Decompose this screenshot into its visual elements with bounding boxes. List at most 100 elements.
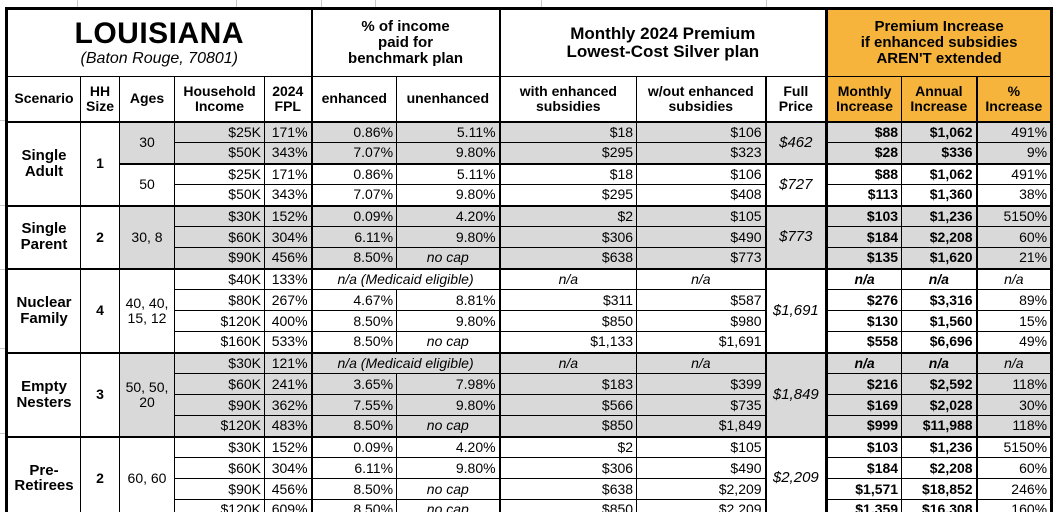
cell-full-price: $1,691 [764, 267, 828, 353]
cell-annual-increase: n/a [901, 351, 978, 374]
cell-monthly-increase: $1,359 [825, 499, 903, 512]
cell-annual-increase: $1,620 [901, 247, 978, 269]
cell-enhanced: 8.50% [310, 499, 398, 512]
gridline-tick [0, 269, 5, 270]
table-row: $80K 267% 4.67% 8.81% $311 $587 $276 $3,… [7, 289, 1053, 311]
table-row: $120K 483% 8.50% no cap $850 $1,849 $999… [7, 415, 1053, 437]
cell-fpl: 171% [263, 121, 313, 143]
cell-enhanced: 7.07% [310, 142, 398, 164]
cell-fpl: 456% [263, 247, 313, 269]
cell-wout-subsidies: $106 [636, 162, 767, 185]
cell-pct-increase: 491% [975, 121, 1053, 143]
cell-pct-increase: 160% [975, 499, 1053, 512]
cell-annual-increase: $336 [901, 142, 978, 164]
cell-with-subsidies: $2 [498, 204, 638, 227]
cell-wout-subsidies: $2,209 [636, 478, 767, 500]
cell-annual-increase: $2,208 [901, 226, 978, 248]
cell-scenario: Pre- Retirees [6, 435, 81, 512]
cell-wout-subsidies: $399 [636, 373, 767, 395]
cell-enhanced: 6.11% [310, 457, 398, 479]
cell-enhanced: 4.67% [310, 289, 398, 311]
table-row: Pre- Retirees 2 60, 60 $30K 152% 0.09% 4… [6, 435, 1053, 512]
col-header-annual-increase: Annual Increase [901, 76, 978, 123]
cell-hh-size: 2 [80, 204, 120, 269]
cell-enhanced: 8.50% [310, 310, 398, 332]
cell-enhanced: 8.50% [310, 415, 398, 437]
col-header-ages: Ages [119, 76, 175, 123]
cell-unenhanced: no cap [396, 499, 501, 512]
cell-fpl: 121% [263, 351, 313, 374]
cell-fpl: 304% [263, 226, 313, 248]
cell-unenhanced: 9.80% [396, 184, 501, 206]
table-row: Single Parent 2 30, 8 $30K 152% 0.09% 4.… [6, 204, 1053, 269]
cell-income: $60K [174, 373, 265, 395]
table-row: Nuclear Family 4 40, 40, 15, 12 $40K 133… [6, 267, 1053, 353]
gridline-tick [0, 120, 5, 121]
cell-income: $80K [174, 289, 265, 311]
cell-fpl: 609% [263, 499, 313, 512]
cell-ages: 50, 50, 20 [119, 351, 175, 437]
cell-annual-increase: $1,360 [901, 184, 978, 206]
cell-fpl: 483% [263, 415, 313, 437]
cell-fpl: 304% [263, 457, 313, 479]
cell-with-subsidies: $295 [498, 142, 638, 164]
col-header-full-price: Full Price [764, 76, 828, 123]
cell-monthly-increase: $135 [825, 247, 903, 269]
cell-enhanced: 8.50% [310, 331, 398, 353]
cell-unenhanced: no cap [396, 478, 501, 500]
cell-monthly-increase: $184 [825, 457, 903, 479]
table-row: Empty Nesters 3 50, 50, 20 $30K 121% n/a… [6, 351, 1053, 437]
gridline-tick [541, 0, 542, 7]
cell-medicaid-note: n/a (Medicaid eligible) [310, 267, 501, 290]
gridline-tick [321, 0, 322, 7]
table-row: $120K 609% 8.50% no cap $850 $2,209 $1,3… [7, 499, 1053, 512]
cell-full-price: $2,209 [764, 435, 828, 512]
cell-with-subsidies: $2 [498, 435, 638, 458]
cell-scenario: Single Parent [6, 204, 81, 269]
cell-wout-subsidies: $980 [636, 310, 767, 332]
cell-wout-subsidies: n/a [636, 351, 767, 374]
cell-monthly-increase: $276 [825, 289, 903, 311]
cell-annual-increase: $16,308 [901, 499, 978, 512]
cell-enhanced: 7.07% [310, 184, 398, 206]
cell-income: $30K [174, 204, 265, 227]
cell-unenhanced: 7.98% [396, 373, 501, 395]
cell-income: $160K [174, 331, 265, 353]
table-row: $90K 456% 8.50% no cap $638 $773 $135 $1… [7, 247, 1053, 269]
cell-with-subsidies: n/a [498, 351, 638, 374]
cell-enhanced: 3.65% [310, 373, 398, 395]
cell-pct-increase: 21% [975, 247, 1053, 269]
table-row: $60K 241% 3.65% 7.98% $183 $399 $216 $2,… [7, 373, 1053, 395]
cell-full-price: $1,849 [764, 351, 828, 437]
cell-monthly-increase: $88 [825, 162, 903, 185]
cell-income: $30K [174, 435, 265, 458]
cell-enhanced: 8.50% [310, 247, 398, 269]
cell-annual-increase: $1,236 [901, 204, 978, 227]
cell-annual-increase: $1,062 [901, 162, 978, 185]
cell-fpl: 171% [263, 162, 313, 185]
header-monthly-premium: Monthly 2024 Premium Lowest-Cost Silver … [498, 8, 828, 77]
cell-with-subsidies: $1,133 [498, 331, 638, 353]
cell-income: $40K [174, 267, 265, 290]
cell-pct-increase: 118% [975, 415, 1053, 437]
cell-fpl: 152% [263, 435, 313, 458]
col-header-2024-fpl: 2024 FPL [263, 76, 313, 123]
cell-enhanced: 0.09% [310, 435, 398, 458]
cell-monthly-increase: $169 [825, 394, 903, 416]
cell-scenario: Single Adult [6, 121, 81, 206]
cell-unenhanced: 9.80% [396, 457, 501, 479]
cell-wout-subsidies: $323 [636, 142, 767, 164]
cell-hh-size: 2 [80, 435, 120, 512]
gridline-tick [0, 433, 5, 434]
gridline-tick [766, 0, 767, 7]
cell-ages: 40, 40, 15, 12 [119, 267, 175, 353]
gridline-tick [0, 348, 5, 349]
cell-pct-increase: 5150% [975, 204, 1053, 227]
cell-income: $60K [174, 226, 265, 248]
cell-fpl: 133% [263, 267, 313, 290]
cell-wout-subsidies: n/a [636, 267, 767, 290]
cell-wout-subsidies: $105 [636, 204, 767, 227]
col-header-unenhanced: unenhanced [396, 76, 501, 123]
cell-full-price: $462 [764, 121, 828, 164]
cell-annual-increase: $11,988 [901, 415, 978, 437]
